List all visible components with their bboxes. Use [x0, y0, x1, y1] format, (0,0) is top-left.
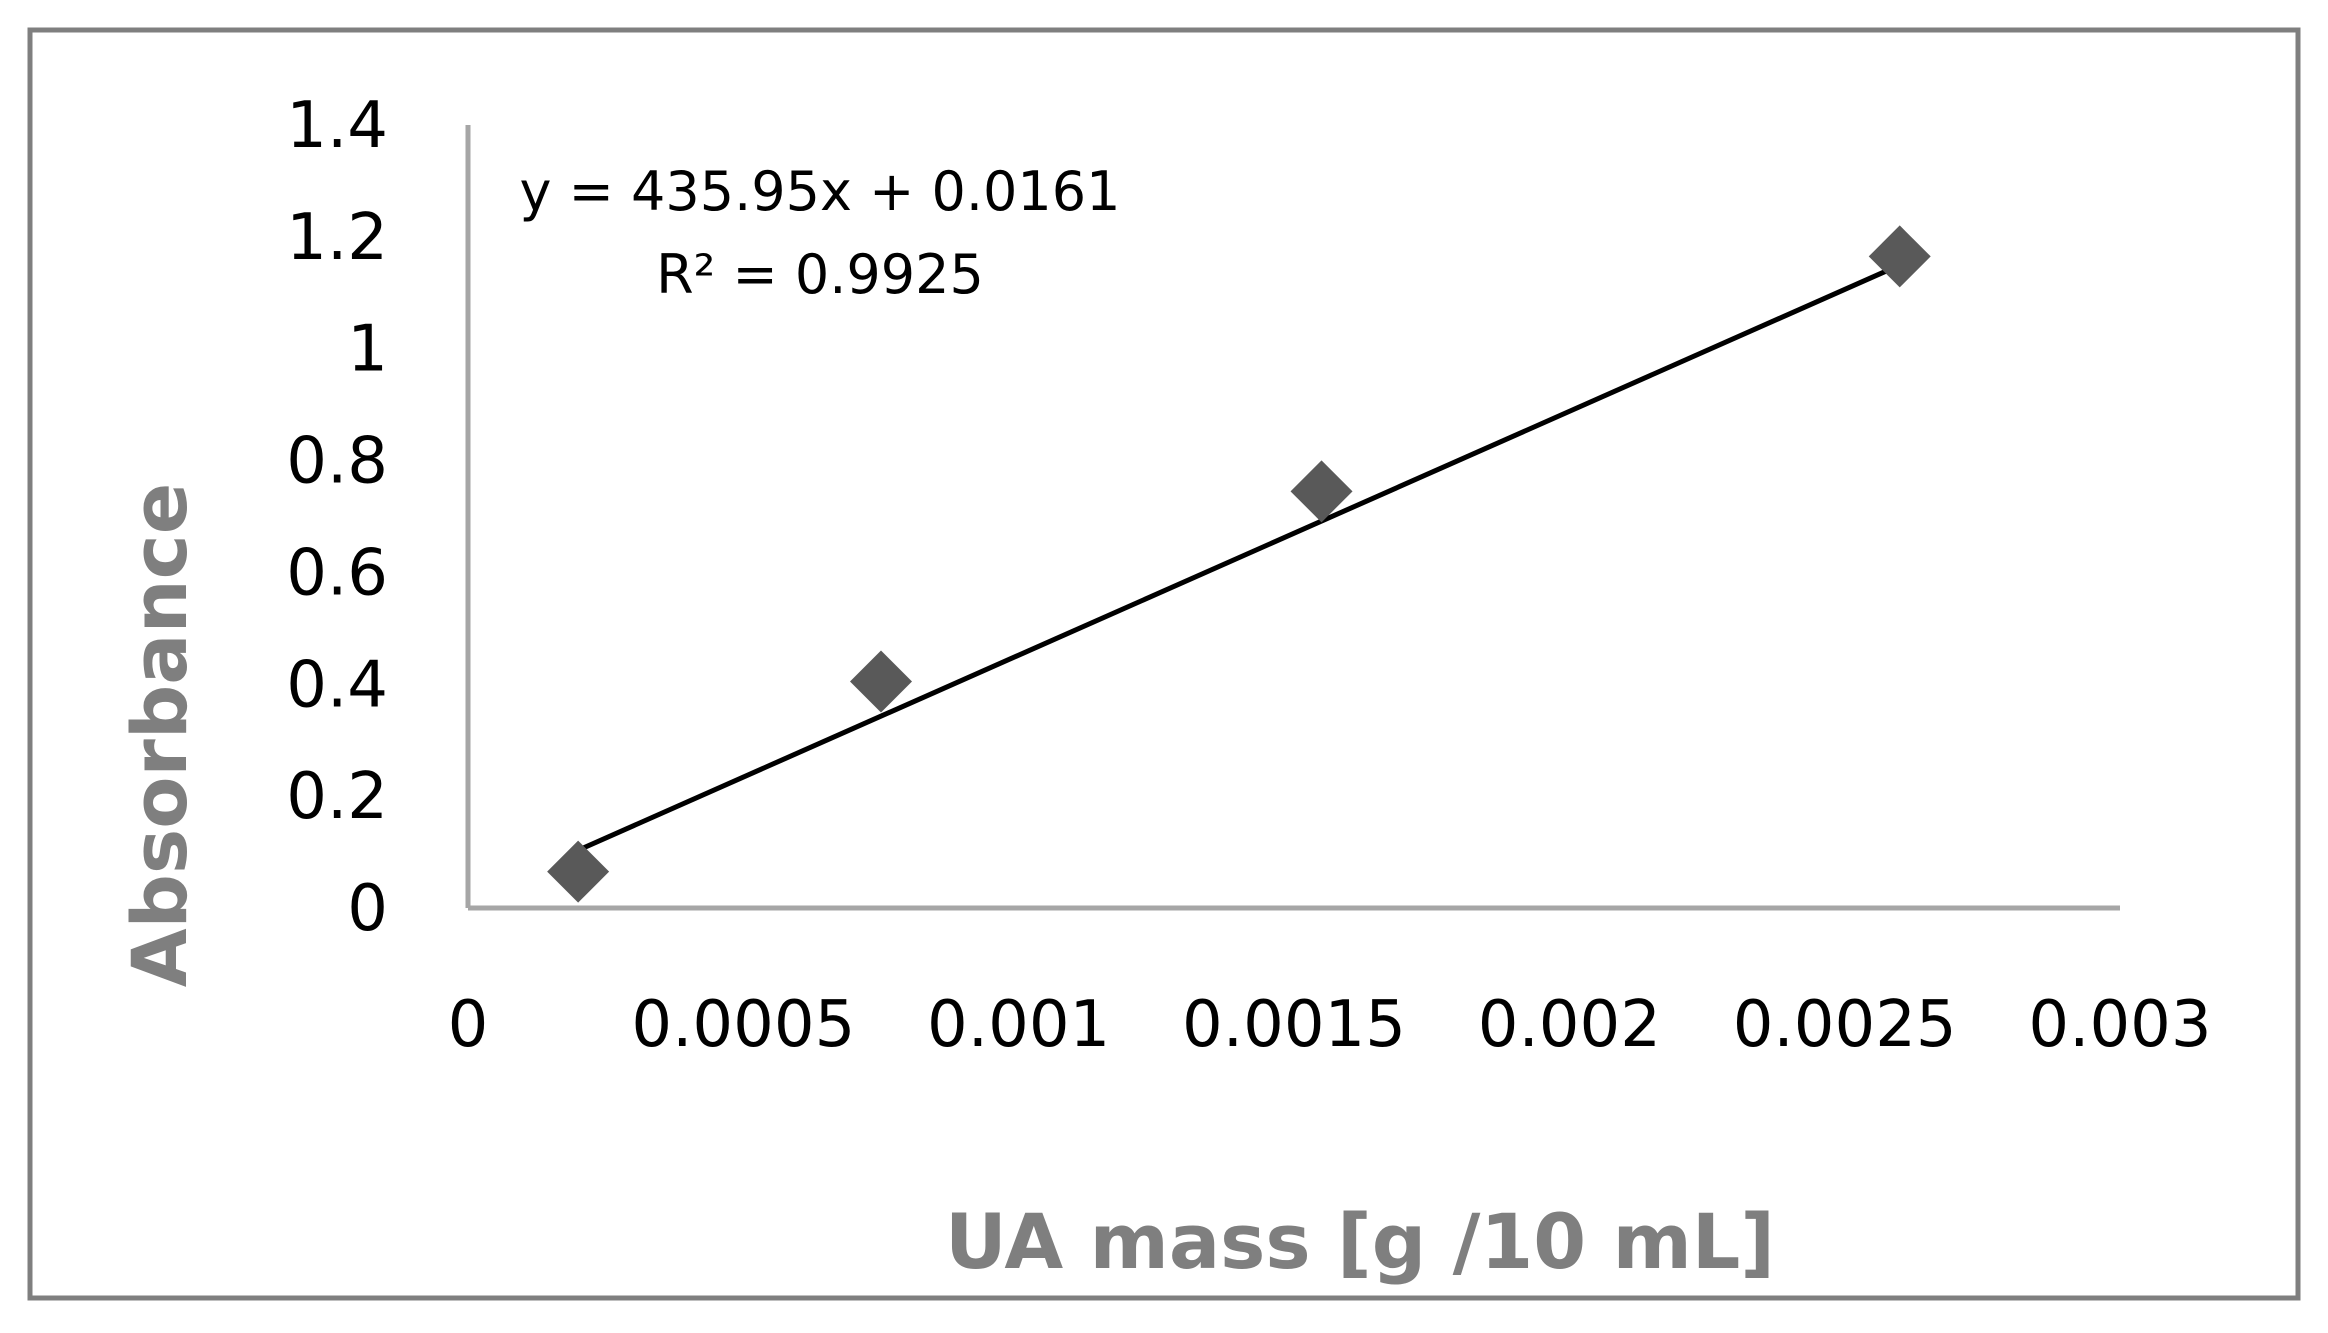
x-tick-label-4: 0.002 — [1478, 988, 1661, 1062]
data-point-0-0 — [547, 840, 610, 903]
data-point-0-3 — [1868, 225, 1931, 288]
data-points — [547, 225, 1931, 903]
y-tick-label-3: 0.6 — [286, 536, 388, 610]
trendline-equation: y = 435.95x + 0.0161 — [520, 160, 1121, 223]
y-tick-label-4: 0.8 — [286, 425, 388, 499]
x-tick-label-1: 0.0005 — [631, 988, 855, 1062]
y-tick-label-1: 0.2 — [286, 760, 388, 834]
x-axis-title: UA mass [g /10 mL] — [945, 1197, 1775, 1286]
y-tick-label-6: 1.2 — [286, 201, 388, 275]
data-point-0-1 — [850, 650, 912, 713]
data-point-0-2 — [1290, 460, 1353, 523]
x-tick-label-0: 0 — [448, 988, 489, 1062]
x-tick-labels: 0 0.0005 0.001 0.0015 0.002 0.0025 0.003 — [448, 988, 2212, 1062]
y-tick-label-2: 0.4 — [286, 648, 388, 722]
r-squared-label: R² = 0.9925 — [656, 243, 984, 306]
y-axis-title: Absorbance — [115, 483, 204, 988]
trendline — [577, 262, 1901, 853]
chart-frame — [27, 27, 2301, 1301]
x-tick-label-2: 0.001 — [927, 988, 1110, 1062]
y-tick-label-5: 1 — [347, 313, 388, 387]
y-tick-label-0: 0 — [347, 872, 388, 946]
x-tick-label-5: 0.0025 — [1733, 988, 1957, 1062]
y-tick-labels: 0 0.2 0.4 0.6 0.8 1 1.2 1.4 — [286, 89, 388, 946]
y-tick-label-7: 1.4 — [286, 89, 388, 163]
axes — [465, 125, 2120, 911]
x-tick-label-3: 0.0015 — [1182, 988, 1406, 1062]
x-tick-label-6: 0.003 — [2028, 988, 2211, 1062]
